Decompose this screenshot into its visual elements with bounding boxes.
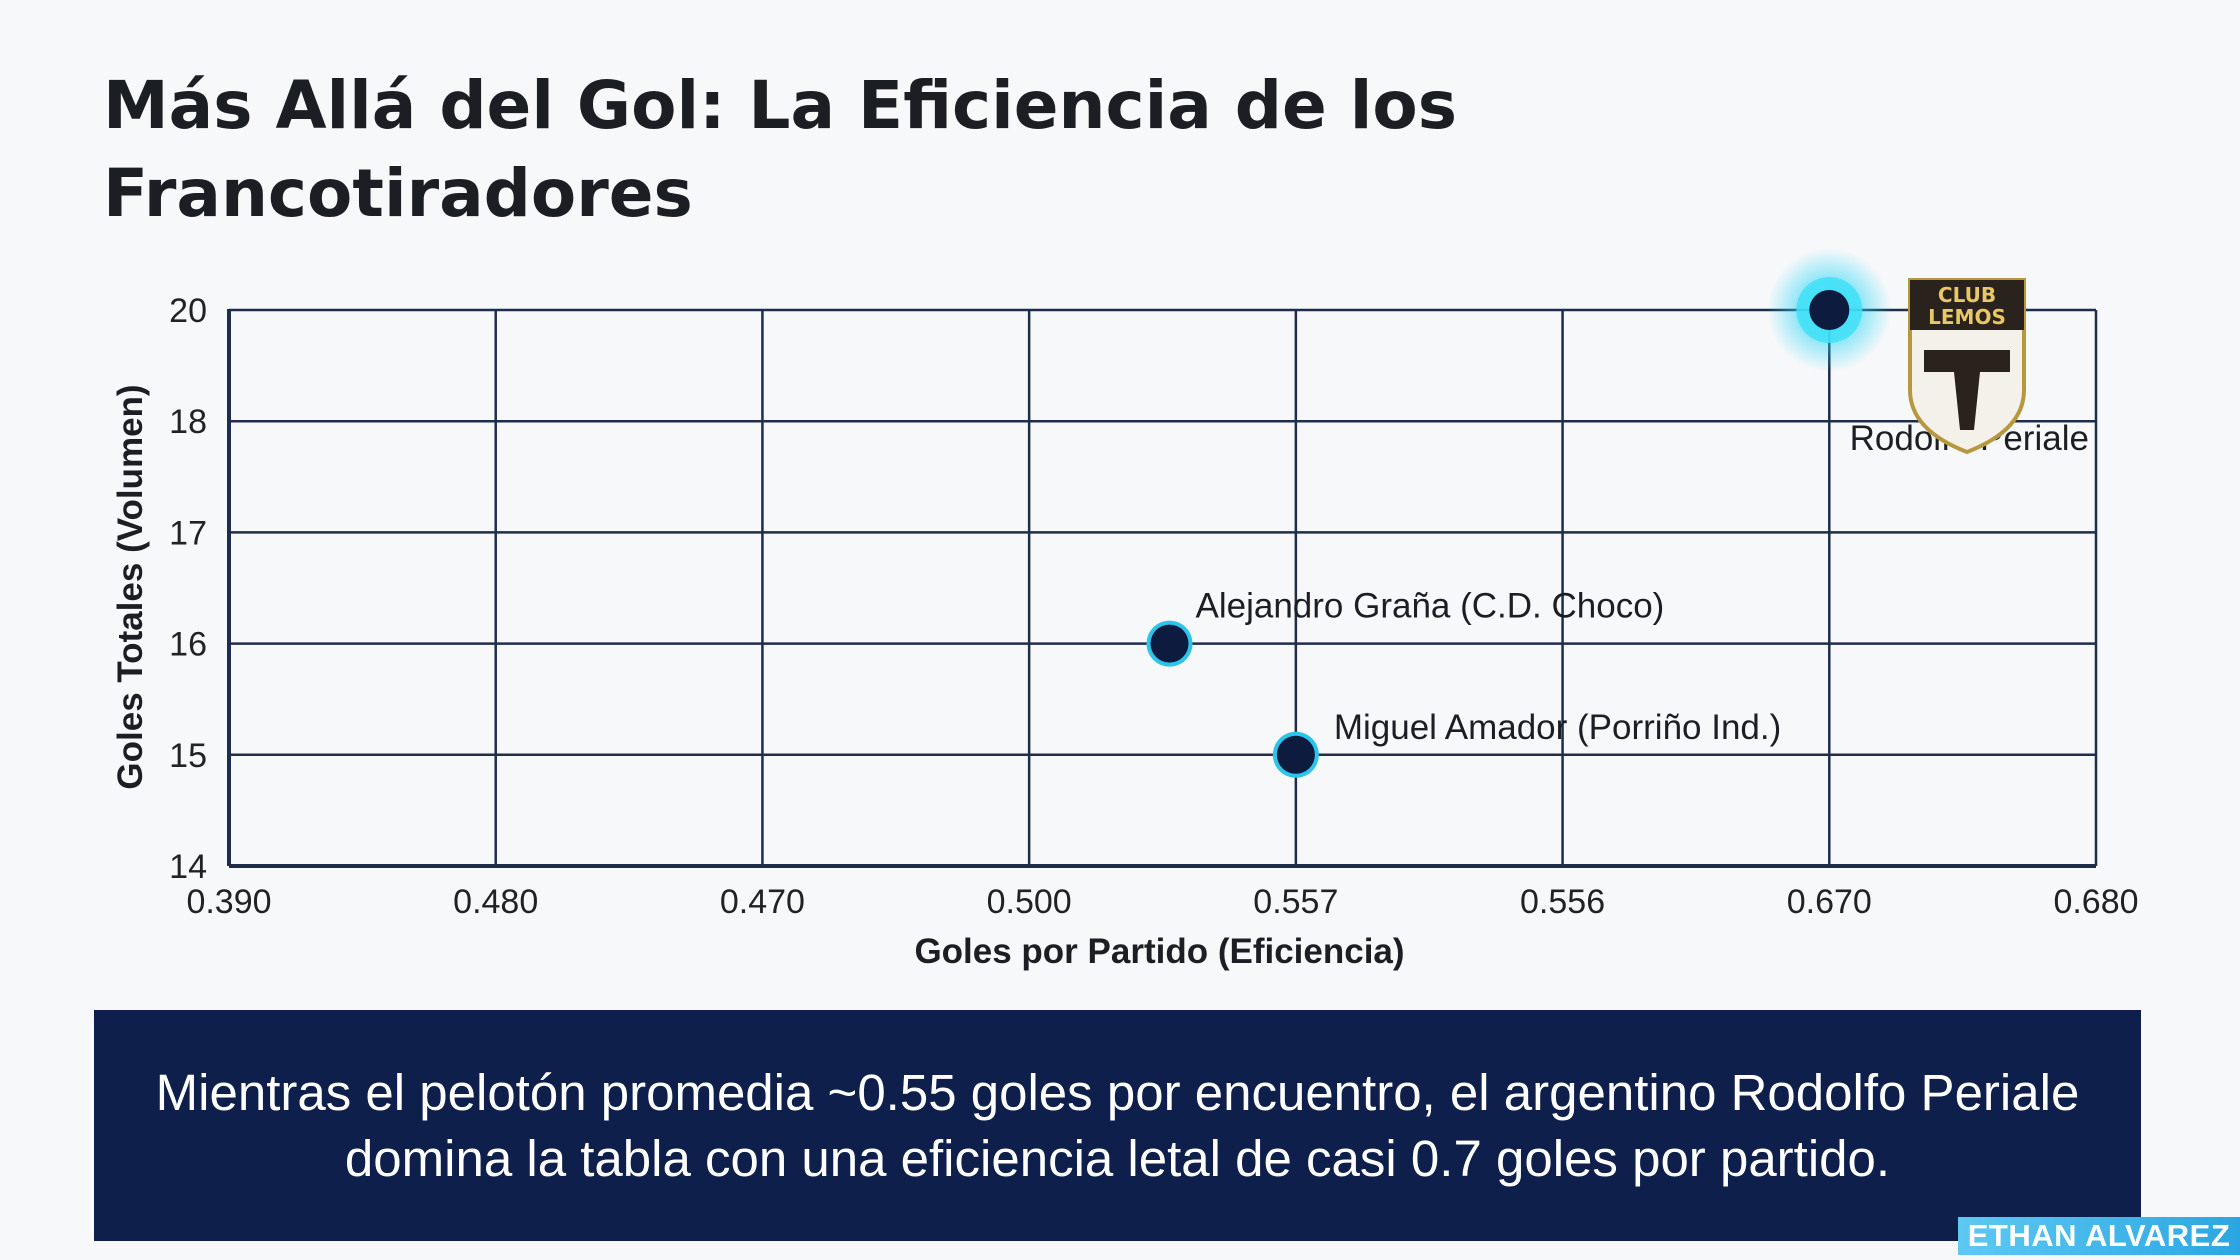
y-tick-label: 14: [169, 848, 207, 886]
data-label: Miguel Amador (Porriño Ind.): [1334, 708, 1781, 747]
x-tick-label: 0.556: [1520, 883, 1605, 921]
data-point: [1276, 735, 1315, 774]
y-tick-label: 20: [169, 292, 207, 330]
data-point: [1150, 624, 1189, 663]
y-axis-title: Goles Totales (Volumen): [111, 384, 150, 789]
summary-callout: Mientras el pelotón promedia ~0.55 goles…: [94, 1010, 2141, 1241]
data-label: Alejandro Graña (C.D. Choco): [1196, 587, 1665, 626]
x-tick-label: 0.680: [2053, 883, 2138, 921]
club-crest-logo: CLUB LEMOS: [1908, 278, 2026, 455]
data-point: [1809, 290, 1850, 330]
author-credit: ETHAN ALVAREZ: [1958, 1217, 2240, 1255]
y-tick-label: 18: [169, 403, 207, 441]
x-tick-label: 0.500: [987, 883, 1072, 921]
page-title: Más Allá del Gol: La Eficiencia de los F…: [103, 67, 1457, 232]
crest-text-line1: CLUB: [1938, 283, 1996, 307]
x-tick-label: 0.390: [186, 883, 271, 921]
x-tick-label: 0.480: [453, 883, 538, 921]
y-tick-label: 16: [169, 626, 207, 664]
y-tick-label: 15: [169, 737, 207, 775]
crest-text-line2: LEMOS: [1928, 305, 2006, 329]
x-tick-label: 0.470: [720, 883, 805, 921]
x-tick-label: 0.557: [1253, 883, 1338, 921]
x-axis-title: Goles por Partido (Eficiencia): [914, 932, 1404, 971]
x-tick-label: 0.670: [1787, 883, 1872, 921]
scatter-chart: 0.390 0.480 0.470 0.500 0.557 0.556 0.670 0.680…: [111, 248, 2139, 971]
summary-text: Mientras el pelotón promedia ~0.55 goles…: [155, 1063, 2080, 1187]
y-tick-label: 17: [169, 514, 207, 552]
